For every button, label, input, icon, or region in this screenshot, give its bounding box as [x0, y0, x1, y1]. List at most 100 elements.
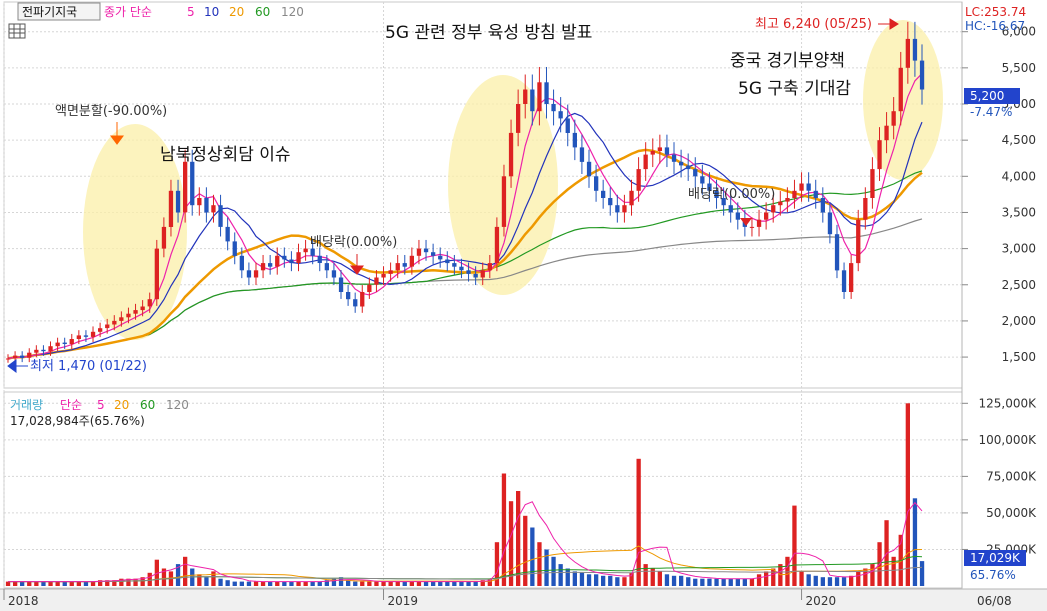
- candle-body: [140, 306, 145, 311]
- legend-ma5: 5: [187, 5, 195, 19]
- candle-body: [260, 263, 266, 271]
- candle-body: [615, 205, 620, 213]
- volume-bar: [629, 572, 634, 586]
- candle-body: [898, 67, 903, 112]
- volume-bar: [707, 578, 712, 586]
- volume-bar: [253, 581, 259, 586]
- date-label: 06/08: [977, 594, 1012, 608]
- candle-body: [494, 226, 500, 264]
- volume-bar: [551, 556, 556, 586]
- volume-bar: [324, 580, 329, 586]
- candle-body: [905, 38, 910, 68]
- split-arrow-icon: [110, 122, 124, 145]
- candle-body: [225, 226, 230, 242]
- volume-bar: [870, 564, 875, 586]
- volume-bar: [643, 564, 648, 586]
- volume-tick-label: 125,000K: [979, 396, 1038, 410]
- annot-dividend-2: 배당락(0.00%): [688, 187, 775, 202]
- candle-body: [671, 154, 677, 162]
- candle-body: [834, 234, 840, 271]
- volume-bar: [516, 491, 521, 586]
- grid-toggle-icon[interactable]: [8, 23, 26, 39]
- highlight-ellipse-3: [863, 20, 943, 180]
- volume-bar: [360, 581, 365, 586]
- volume-ma-lines: [8, 501, 923, 583]
- volume-ma5-line: [8, 501, 923, 583]
- legend-ma20: 20: [229, 5, 244, 19]
- candle-body: [346, 292, 351, 300]
- volume-bar: [381, 581, 386, 586]
- volume-bar: [346, 580, 351, 586]
- candle-body: [310, 248, 315, 256]
- candle-body: [27, 352, 32, 358]
- candle-body: [551, 104, 556, 112]
- price-tick-label: 2,000: [1002, 314, 1036, 328]
- candle-body: [353, 299, 358, 307]
- candle-body: [367, 284, 372, 292]
- candle-body: [76, 335, 81, 339]
- volume-bar: [466, 581, 471, 586]
- volume-bar: [232, 581, 237, 586]
- volume-bar: [565, 568, 570, 586]
- legend-ma10: 10: [204, 5, 219, 19]
- low-arrow-icon: [7, 359, 28, 373]
- volume-bar: [296, 581, 301, 586]
- candle-body: [806, 183, 811, 191]
- candle-body: [679, 161, 684, 166]
- candle-body: [5, 358, 11, 360]
- volume-bar: [841, 577, 847, 586]
- annot-inter-korea: 남북정상회담 이슈: [160, 145, 291, 165]
- volume-bar: [820, 577, 825, 586]
- candle-body: [537, 82, 542, 112]
- volume-bar: [487, 578, 492, 586]
- volume-bar: [650, 568, 655, 586]
- volume-bar: [452, 581, 457, 586]
- candle-body: [48, 346, 53, 352]
- tab-stock-name[interactable]: [17, 2, 101, 21]
- volume-panel: [3, 391, 963, 589]
- volume-bar: [211, 571, 216, 586]
- candle-body: [657, 147, 662, 151]
- volume-bar: [119, 578, 124, 586]
- annot-5g-build: 5G 구축 기대감: [738, 79, 851, 99]
- candle-body: [324, 263, 329, 271]
- candle-body: [508, 132, 514, 177]
- candle-body: [183, 161, 188, 213]
- candle-body: [664, 147, 670, 155]
- volume-bar: [749, 578, 755, 586]
- vlegend-ma20: 20: [114, 398, 129, 412]
- volume-bar: [112, 580, 117, 586]
- volume-bar: [246, 581, 252, 586]
- volume-tick-label: 50,000K: [986, 506, 1037, 520]
- candle-body: [423, 248, 429, 253]
- volume-bar: [579, 572, 585, 586]
- volume-bar: [133, 578, 138, 586]
- candle-body: [381, 273, 386, 278]
- volume-bar: [55, 581, 60, 586]
- volume-bar: [863, 568, 868, 586]
- volume-bar: [912, 498, 918, 586]
- candlestick-series: [5, 21, 925, 363]
- candle-body: [721, 198, 726, 206]
- volume-bar: [806, 574, 811, 586]
- volume-bar: [849, 575, 854, 586]
- price-tick-label: 4,000: [1002, 169, 1036, 183]
- volume-bar: [530, 527, 535, 586]
- volume-bar: [728, 578, 733, 586]
- volume-bar: [105, 580, 110, 586]
- candle-body: [105, 324, 110, 329]
- candle-body: [636, 169, 641, 191]
- candle-body: [700, 176, 705, 184]
- candle-body: [98, 328, 103, 332]
- volume-bar: [317, 581, 322, 586]
- volume-bar: [161, 568, 167, 586]
- date-tick-label: 2018: [8, 594, 39, 608]
- volume-bar: [218, 578, 223, 586]
- candle-body: [693, 169, 698, 177]
- ma20-line: [7, 148, 923, 360]
- candle-body: [856, 219, 861, 264]
- volume-bar: [905, 403, 910, 586]
- volume-bar: [792, 505, 797, 586]
- volume-bar: [508, 501, 514, 586]
- candle-body: [133, 310, 138, 314]
